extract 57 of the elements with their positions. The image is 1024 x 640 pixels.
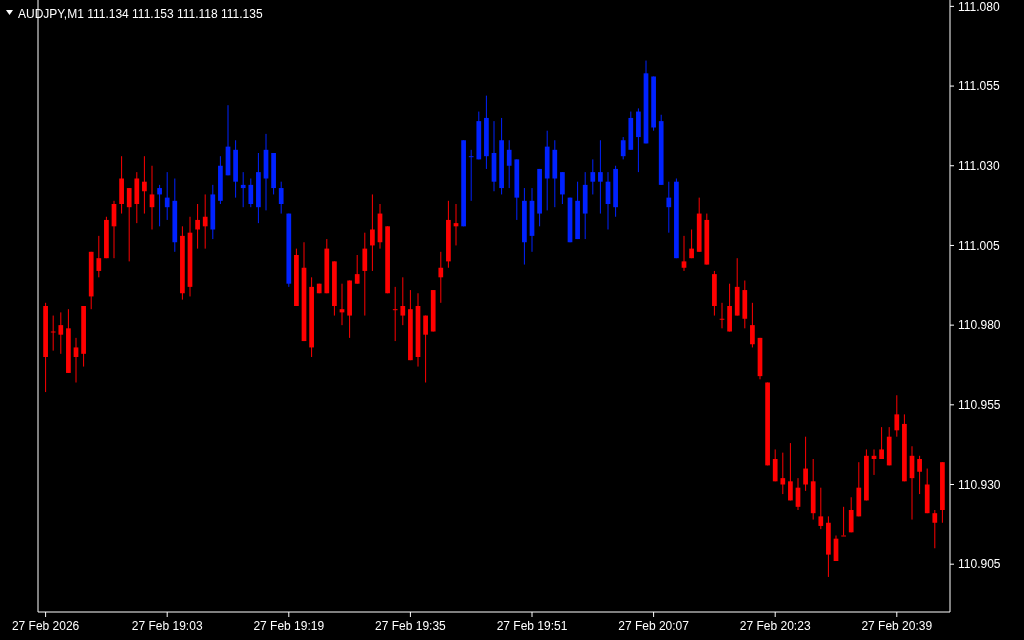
x-tick-label: 27 Feb 19:51	[496, 619, 568, 633]
candlestick	[788, 442, 793, 501]
y-tick-label: 110.955	[958, 398, 1001, 413]
x-tick-label: 27 Feb 2026	[11, 619, 80, 633]
y-tick-label: 110.980	[958, 318, 1001, 333]
candlestick	[278, 181, 284, 215]
candlestick	[362, 232, 368, 317]
candlestick	[681, 235, 687, 272]
candlestick	[666, 181, 672, 234]
candlestick	[202, 193, 208, 250]
candlestick	[848, 496, 854, 533]
candlestick	[772, 448, 778, 482]
candlestick	[841, 506, 846, 537]
y-tick-label: 110.905	[958, 557, 1001, 572]
candlestick	[590, 158, 596, 195]
candlestick	[50, 315, 56, 352]
y-tick-label: 110.930	[958, 477, 1001, 492]
candlestick	[689, 229, 694, 259]
x-tick-label: 27 Feb 20:39	[861, 619, 933, 633]
candlestick	[818, 487, 824, 530]
candlestick	[620, 136, 626, 160]
candlestick	[598, 139, 603, 215]
candlestick	[248, 178, 254, 208]
x-tick-label: 27 Feb 19:35	[375, 619, 447, 633]
candlestick	[400, 276, 406, 326]
x-tick-label: 27 Feb 20:23	[739, 619, 811, 633]
x-tick-label: 27 Feb 19:19	[253, 619, 325, 633]
text: AUDJPY,M1 111.134 111.153 111.118 111.135	[18, 7, 263, 21]
y-tick-label: 111.080	[958, 0, 1000, 14]
candlestick	[195, 203, 200, 250]
candlestick	[917, 455, 922, 495]
candlestick	[240, 171, 246, 208]
candlestick	[468, 149, 474, 202]
candlestick	[932, 509, 938, 549]
candlestick	[126, 187, 132, 262]
candlestick	[354, 254, 360, 285]
candlestick	[370, 193, 375, 272]
y-tick-label: 111.055	[958, 79, 1000, 94]
candlestick	[157, 184, 162, 227]
y-tick-label: 111.005	[958, 238, 1000, 253]
candlestick	[164, 171, 170, 221]
candlestick	[423, 315, 428, 383]
candlestick	[506, 139, 512, 189]
candlestick	[392, 286, 398, 342]
candlestick	[560, 171, 565, 205]
x-tick-label: 27 Feb 19:03	[131, 619, 203, 633]
candlestick	[96, 235, 102, 278]
candlestick	[879, 426, 884, 460]
candlestick	[803, 436, 808, 492]
candlestick	[750, 302, 755, 348]
candlestick	[142, 155, 147, 215]
candlestick	[894, 394, 900, 438]
candlestick	[780, 452, 786, 495]
x-tick-label: 27 Feb 20:07	[618, 619, 690, 633]
candlestick	[58, 311, 64, 355]
candlestick	[438, 251, 444, 304]
y-tick-label: 111.030	[958, 158, 1000, 173]
